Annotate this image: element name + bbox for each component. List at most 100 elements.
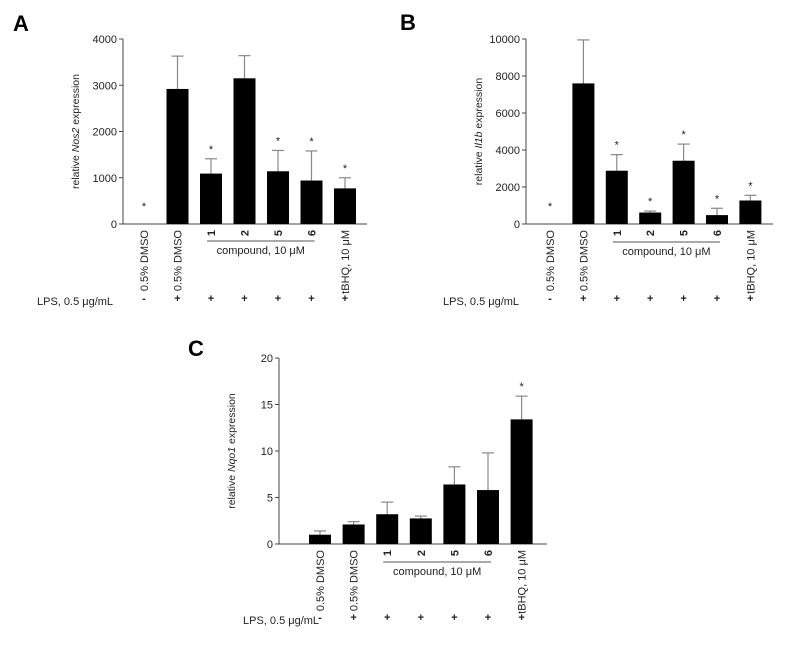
lps-label: LPS, 0.5 μg/mL (37, 296, 113, 308)
panel-letter: B (400, 10, 416, 35)
y-label-suffix: expression (473, 78, 485, 132)
bar (672, 160, 695, 224)
lps-sign: + (208, 293, 214, 305)
category-label: tBHQ, 10 μM (340, 230, 352, 294)
chart-panel-c: C 0 5 10 15 20 relative Nqo1 expression 0.5% DM… (188, 336, 547, 627)
lps-sign: + (418, 612, 424, 624)
lps-sign: + (174, 293, 180, 305)
bar (572, 83, 595, 225)
bar (166, 88, 189, 224)
y-label-gene: Il1b (473, 131, 485, 148)
significance-star: * (681, 129, 686, 141)
significance-star: * (748, 180, 753, 192)
category-label: 6 (712, 230, 724, 236)
y-tick-label: 4000 (93, 34, 117, 46)
bar (605, 170, 628, 224)
lps-sign: + (350, 612, 356, 624)
category-label: 0.5% DMSO (578, 230, 590, 292)
lps-sign: + (275, 293, 281, 305)
bar (443, 484, 466, 544)
y-label-prefix: relative (226, 472, 238, 509)
category-label: 2 (645, 230, 657, 236)
lps-sign: + (518, 612, 524, 624)
bar (639, 212, 662, 224)
significance-star: * (209, 144, 214, 156)
category-label: 0.5% DMSO (545, 230, 557, 292)
y-label-suffix: expression (226, 393, 238, 447)
y-tick-label: 6000 (496, 108, 520, 120)
chart-panel-b: B 0 2000 4000 6000 8000 10000 relative Il1b exp… (400, 10, 773, 308)
category-label: 6 (307, 230, 319, 236)
significance-star: * (648, 196, 653, 208)
category-label: tBHQ, 10 μM (517, 550, 529, 614)
compound-group-label: compound, 10 μM (393, 566, 481, 578)
category-label: 0.5% DMSO (139, 230, 151, 292)
panel-letter: A (13, 11, 29, 36)
lps-sign: + (614, 293, 620, 305)
lps-sign: + (714, 293, 720, 305)
bar (376, 514, 399, 544)
bar (200, 173, 222, 224)
significance-star: * (142, 201, 147, 213)
compound-group-label: compound, 10 μM (622, 246, 710, 258)
significance-star: * (276, 135, 281, 147)
category-label: 2 (240, 230, 252, 236)
lps-label: LPS, 0.5 μg/mL (443, 296, 519, 308)
category-label: 0.5% DMSO (173, 230, 185, 292)
lps-sign: + (451, 612, 457, 624)
category-label: 1 (206, 230, 218, 236)
lps-label: LPS, 0.5 μg/mL (243, 615, 319, 627)
category-label: 0.5% DMSO (315, 550, 327, 612)
y-label-prefix: relative (70, 152, 82, 189)
significance-star: * (715, 193, 720, 205)
category-label: tBHQ, 10 μM (745, 230, 757, 294)
bar (233, 78, 256, 224)
lps-sign: + (680, 293, 686, 305)
significance-star: * (343, 163, 348, 175)
lps-sign: + (747, 293, 753, 305)
bar (342, 524, 365, 544)
y-tick-label: 10 (261, 446, 273, 458)
chart-panel-a: A 0 1000 2000 3000 4000 relative Nos2 expressi… (13, 11, 367, 308)
category-label: 1 (382, 550, 394, 556)
y-tick-label: 0 (267, 539, 273, 551)
category-label: 2 (416, 550, 428, 556)
y-tick-label: 8000 (496, 71, 520, 83)
category-label: 0.5% DMSO (349, 550, 361, 612)
y-axis-label: relative Nqo1 expression (226, 393, 238, 509)
y-tick-label: 1000 (93, 173, 117, 185)
y-label-suffix: expression (70, 74, 82, 128)
lps-sign: - (548, 293, 552, 305)
y-tick-label: 5 (267, 493, 273, 505)
y-label-gene: Nqo1 (226, 447, 238, 472)
lps-sign: + (342, 293, 348, 305)
category-label: 6 (483, 550, 495, 556)
bar (706, 215, 728, 224)
lps-sign: + (308, 293, 314, 305)
lps-sign: + (384, 612, 390, 624)
y-tick-label: 15 (261, 400, 273, 412)
y-tick-label: 2000 (496, 182, 520, 194)
bar (739, 200, 762, 224)
y-label-prefix: relative (473, 148, 485, 185)
significance-star: * (615, 140, 620, 152)
lps-sign: + (580, 293, 586, 305)
category-label: 1 (612, 230, 624, 236)
y-tick-label: 20 (261, 353, 273, 365)
category-label: 5 (679, 230, 691, 236)
y-label-gene: Nos2 (70, 128, 82, 153)
panel-letter: C (188, 336, 204, 361)
lps-sign: - (318, 612, 322, 624)
category-label: 5 (273, 230, 285, 236)
y-tick-label: 2000 (93, 127, 117, 139)
lps-sign: + (241, 293, 247, 305)
lps-sign: - (142, 293, 146, 305)
y-axis-label: relative Nos2 expression (70, 74, 82, 189)
y-tick-label: 10000 (489, 34, 520, 46)
significance-star: * (309, 136, 314, 148)
significance-star: * (519, 381, 524, 393)
compound-group-label: compound, 10 μM (217, 245, 305, 257)
y-tick-label: 0 (111, 219, 117, 231)
y-tick-label: 4000 (496, 145, 520, 157)
bar (477, 490, 499, 544)
